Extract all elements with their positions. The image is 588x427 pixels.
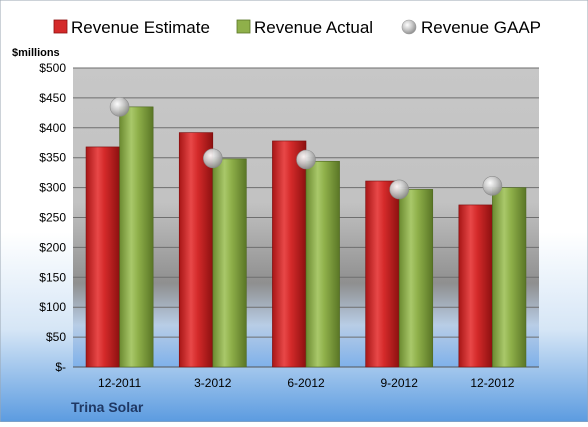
y-axis-label: $millions	[12, 47, 60, 59]
bar-revenue-estimate	[458, 204, 493, 368]
y-tick-label: $400	[39, 121, 66, 135]
legend-label-gaap: Revenue GAAP	[421, 18, 541, 37]
legend-label-estimate: Revenue Estimate	[71, 18, 210, 37]
bar-revenue-estimate	[178, 132, 214, 368]
marker-revenue-gaap	[482, 176, 503, 196]
legend: Revenue Estimate Revenue Actual Revenue …	[53, 18, 541, 37]
bar-revenue-estimate	[85, 146, 120, 368]
marker-revenue-gaap	[296, 149, 316, 170]
bar-revenue-actual	[212, 158, 247, 368]
y-tick-label: $150	[39, 270, 66, 284]
y-tick-label: $500	[39, 61, 66, 75]
x-tick-label: 12-2012	[470, 376, 514, 390]
bar-revenue-estimate	[272, 140, 307, 368]
bar-revenue-estimate	[365, 180, 400, 368]
y-tick-label: $300	[39, 181, 66, 195]
y-tick-label: $200	[39, 240, 66, 254]
y-tick-label: $350	[39, 151, 66, 165]
y-tick-label: $450	[39, 91, 66, 105]
x-tick-label: 9-2012	[381, 376, 419, 390]
y-tick-label: $50	[46, 330, 66, 344]
bar-revenue-actual	[492, 187, 527, 368]
legend-swatch-actual	[236, 19, 251, 34]
y-tick-label: $250	[39, 211, 66, 225]
company-label: Trina Solar	[71, 399, 144, 415]
legend-label-actual: Revenue Actual	[254, 18, 373, 37]
x-tick-labels: 12-2011 3-2012 6-2012 9-2012 12-2012	[98, 376, 515, 390]
legend-swatch-estimate	[53, 19, 68, 34]
legend-swatch-gaap	[401, 19, 417, 35]
y-tick-label: $-	[55, 360, 66, 374]
gaap-markers	[109, 97, 503, 200]
bar-revenue-actual	[398, 189, 434, 368]
x-tick-label: 12-2011	[98, 376, 141, 390]
y-tick-labels: $- $50 $100 $150 $200 $250 $300 $350 $400 $450 $50…	[39, 61, 66, 374]
bars	[85, 106, 527, 368]
x-tick-label: 6-2012	[287, 376, 325, 390]
x-tick-label: 3-2012	[194, 376, 232, 390]
y-tick-label: $100	[39, 300, 66, 314]
marker-revenue-gaap	[109, 97, 130, 117]
bar-revenue-actual	[305, 160, 340, 368]
marker-revenue-gaap	[203, 148, 223, 169]
bar-revenue-actual	[119, 106, 154, 368]
marker-revenue-gaap	[389, 179, 410, 200]
